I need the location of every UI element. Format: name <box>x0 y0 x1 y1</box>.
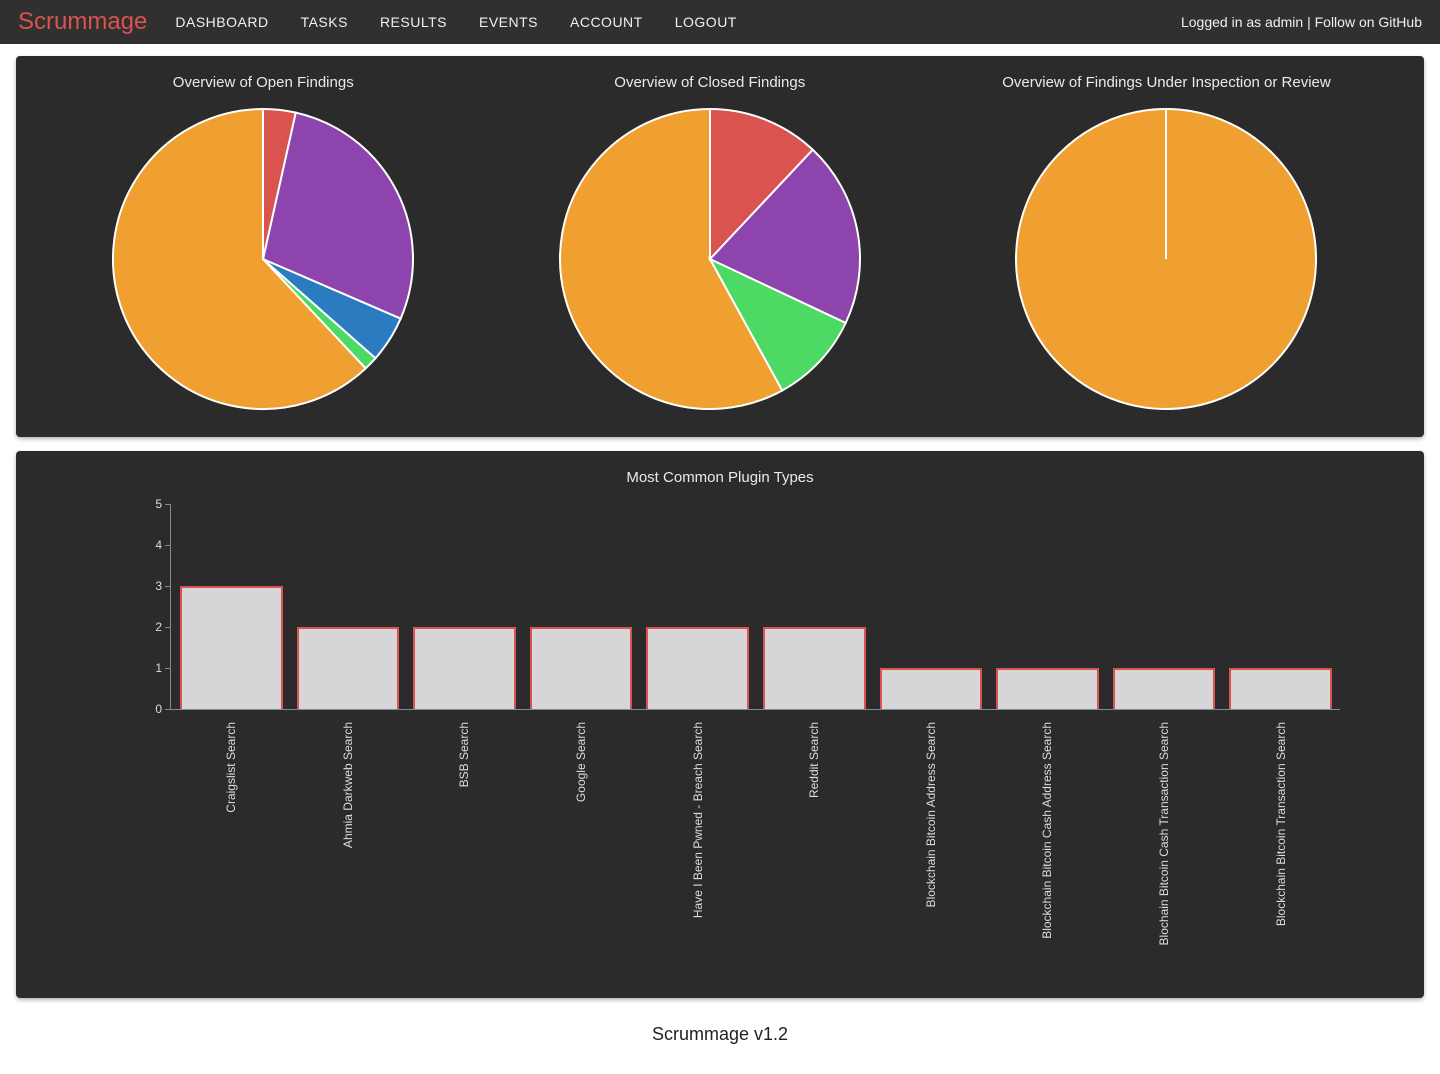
bar-chart-title: Most Common Plugin Types <box>40 469 1400 486</box>
bar-category-label: Reddit Search <box>807 722 821 798</box>
pie-chart <box>556 105 864 413</box>
bar-labels-row: Craigslist Search Ahmia Darkweb Search BSB… <box>180 722 1332 962</box>
nav-link-tasks[interactable]: TASKS <box>301 14 348 30</box>
y-tick-mark <box>165 586 171 587</box>
bar-rect <box>530 627 633 709</box>
bar-column <box>297 627 400 709</box>
pie-chart <box>1012 105 1320 413</box>
y-tick-label: 3 <box>40 579 162 593</box>
pie-block: Overview of Findings Under Inspection or… <box>1002 74 1330 413</box>
bar-y-axis <box>170 504 171 709</box>
navbar: Scrummage DASHBOARD TASKS RESULTS EVENTS… <box>0 0 1440 44</box>
bar-column <box>763 627 866 709</box>
pie-block: Overview of Open Findings <box>109 74 417 413</box>
footer-version: Scrummage v1.2 <box>0 1018 1440 1055</box>
bar-category-label: Blockchain Bitcoin Cash Address Search <box>1040 722 1054 939</box>
pie-title: Overview of Open Findings <box>109 74 417 91</box>
bar-category-label: Have I Been Pwned - Breach Search <box>691 722 705 918</box>
bar-panel: Most Common Plugin Types Craigslist Sear… <box>16 451 1424 998</box>
nav-link-results[interactable]: RESULTS <box>380 14 447 30</box>
pie-title: Overview of Closed Findings <box>556 74 864 91</box>
bar-category-label: Craigslist Search <box>224 722 238 813</box>
pie-row: Overview of Open Findings Overview of Clo… <box>40 74 1400 413</box>
bar-x-axis <box>170 709 1340 710</box>
y-tick-label: 1 <box>40 661 162 675</box>
content: Overview of Open Findings Overview of Clo… <box>0 44 1440 1018</box>
nav-links: DASHBOARD TASKS RESULTS EVENTS ACCOUNT L… <box>175 14 1181 30</box>
bar-label-cell: Have I Been Pwned - Breach Search <box>646 722 749 962</box>
brand-logo[interactable]: Scrummage <box>18 8 147 36</box>
bar-label-cell: Ahmia Darkweb Search <box>297 722 400 962</box>
y-tick-mark <box>165 668 171 669</box>
bar-label-cell: Blockchain Bitcoin Cash Address Search <box>996 722 1099 962</box>
bar-column <box>180 586 283 709</box>
y-tick-mark <box>165 627 171 628</box>
pie-chart <box>109 105 417 413</box>
bar-category-label: Blochain Bitcoin Cash Transaction Search <box>1157 722 1171 945</box>
y-tick-label: 2 <box>40 620 162 634</box>
pie-panel: Overview of Open Findings Overview of Clo… <box>16 56 1424 437</box>
y-tick-label: 5 <box>40 497 162 511</box>
bar-rect <box>1229 668 1332 709</box>
nav-link-dashboard[interactable]: DASHBOARD <box>175 14 268 30</box>
bar-category-label: Ahmia Darkweb Search <box>341 722 355 848</box>
bar-rect <box>1113 668 1216 709</box>
bar-rect <box>297 627 400 709</box>
nav-separator: | <box>1303 14 1314 30</box>
bar-category-label: BSB Search <box>457 722 471 787</box>
y-tick-label: 4 <box>40 538 162 552</box>
bar-label-cell: Google Search <box>530 722 633 962</box>
nav-right: Logged in as admin | Follow on GitHub <box>1181 14 1422 30</box>
y-tick-mark <box>165 504 171 505</box>
bar-category-label: Google Search <box>574 722 588 802</box>
bar-label-cell: Blockchain Bitcoin Address Search <box>880 722 983 962</box>
bar-column <box>1229 668 1332 709</box>
nav-link-logout[interactable]: LOGOUT <box>675 14 737 30</box>
logged-in-text: Logged in as admin <box>1181 14 1303 30</box>
bar-label-cell: Blochain Bitcoin Cash Transaction Search <box>1113 722 1216 962</box>
pie-title: Overview of Findings Under Inspection or… <box>1002 74 1330 91</box>
bar-rect <box>413 627 516 709</box>
y-tick-mark <box>165 709 171 710</box>
bar-rect <box>996 668 1099 709</box>
bar-label-cell: Blockchain Bitcoin Transaction Search <box>1229 722 1332 962</box>
nav-link-events[interactable]: EVENTS <box>479 14 538 30</box>
bar-column <box>413 627 516 709</box>
bar-rect <box>180 586 283 709</box>
bar-column <box>530 627 633 709</box>
bar-label-cell: Reddit Search <box>763 722 866 962</box>
bar-column <box>1113 668 1216 709</box>
bar-column <box>880 668 983 709</box>
bar-chart: Craigslist Search Ahmia Darkweb Search BSB… <box>40 504 1400 974</box>
bar-label-cell: BSB Search <box>413 722 516 962</box>
bar-column <box>996 668 1099 709</box>
bar-category-label: Blockchain Bitcoin Transaction Search <box>1274 722 1288 926</box>
y-tick-label: 0 <box>40 702 162 716</box>
pie-block: Overview of Closed Findings <box>556 74 864 413</box>
github-link[interactable]: Follow on GitHub <box>1315 14 1422 30</box>
y-tick-mark <box>165 545 171 546</box>
bar-label-cell: Craigslist Search <box>180 722 283 962</box>
bar-rect <box>646 627 749 709</box>
bars-row <box>180 504 1332 709</box>
nav-link-account[interactable]: ACCOUNT <box>570 14 643 30</box>
bar-rect <box>763 627 866 709</box>
bar-category-label: Blockchain Bitcoin Address Search <box>924 722 938 907</box>
bar-column <box>646 627 749 709</box>
bar-rect <box>880 668 983 709</box>
